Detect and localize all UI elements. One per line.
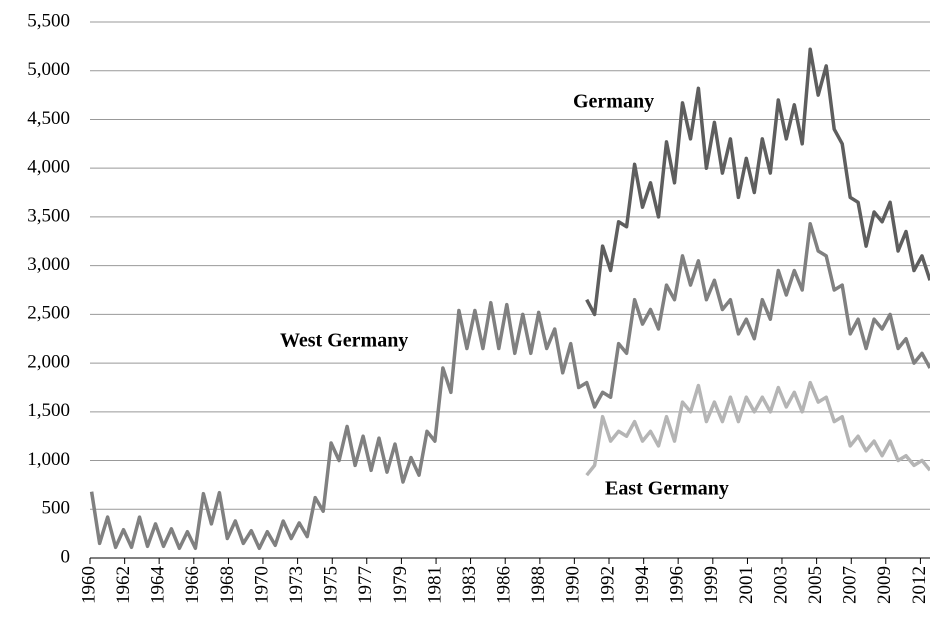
- x-tick-label: 2009: [874, 566, 895, 604]
- x-tick-label: 1996: [667, 566, 688, 604]
- x-tick-label: 1981: [424, 566, 445, 604]
- y-tick-label: 0: [61, 546, 71, 567]
- x-tick-label: 1979: [390, 566, 411, 604]
- y-tick-label: 5,000: [27, 59, 70, 80]
- x-tick-label: 2003: [770, 566, 791, 604]
- series-label: East Germany: [605, 478, 729, 500]
- x-tick-label: 2005: [805, 566, 826, 604]
- y-tick-label: 5,500: [27, 10, 70, 31]
- x-tick-label: 1988: [528, 566, 549, 604]
- y-tick-label: 4,000: [27, 157, 70, 178]
- x-tick-label: 1960: [78, 566, 99, 604]
- y-tick-label: 4,500: [27, 108, 70, 129]
- x-tick-label: 2007: [840, 566, 861, 604]
- x-tick-label: 1970: [251, 566, 272, 604]
- series-label: Germany: [573, 91, 654, 113]
- series-label: West Germany: [280, 330, 408, 352]
- x-tick-label: 1968: [217, 566, 238, 604]
- x-tick-label: 2001: [736, 566, 757, 604]
- x-tick-label: 1962: [113, 566, 134, 604]
- y-tick-label: 2,500: [27, 303, 70, 324]
- x-tick-label: 1999: [701, 566, 722, 604]
- x-tick-label: 1966: [182, 566, 203, 604]
- x-tick-label: 1983: [459, 566, 480, 604]
- series-line: [585, 47, 930, 317]
- y-tick-label: 3,500: [27, 205, 70, 226]
- x-tick-label: 1964: [148, 566, 169, 605]
- x-tick-label: 1992: [597, 566, 618, 604]
- y-tick-label: 1,500: [27, 400, 70, 421]
- x-tick-label: 1990: [563, 566, 584, 604]
- y-tick-label: 2,000: [27, 351, 70, 372]
- y-tick-label: 500: [42, 498, 71, 519]
- x-tick-label: 1975: [321, 566, 342, 604]
- x-tick-label: 2012: [909, 566, 930, 604]
- y-tick-label: 3,000: [27, 254, 70, 275]
- series-line: [89, 221, 930, 551]
- x-tick-label: 1986: [494, 566, 515, 604]
- x-tick-label: 1977: [355, 566, 376, 604]
- x-tick-label: 1994: [632, 566, 653, 605]
- series-line: [585, 380, 930, 477]
- y-tick-label: 1,000: [27, 449, 70, 470]
- x-tick-label: 1973: [286, 566, 307, 604]
